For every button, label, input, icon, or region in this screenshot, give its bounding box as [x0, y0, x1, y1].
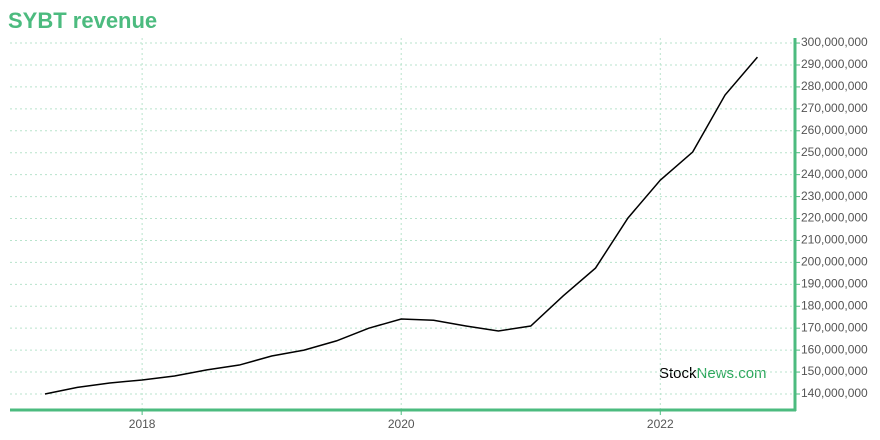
- y-tick-label: 270,000,000: [801, 101, 868, 115]
- y-tick-label: 290,000,000: [801, 57, 868, 71]
- y-tick-label: 280,000,000: [801, 79, 868, 93]
- y-tick-label: 260,000,000: [801, 123, 868, 137]
- y-tick-label: 240,000,000: [801, 167, 868, 181]
- y-tick-label: 210,000,000: [801, 233, 868, 247]
- y-tick-label: 220,000,000: [801, 211, 868, 225]
- y-tick-label: 160,000,000: [801, 342, 868, 356]
- y-tick-label: 300,000,000: [801, 35, 868, 49]
- y-tick-label: 190,000,000: [801, 276, 868, 290]
- y-tick-label: 200,000,000: [801, 255, 868, 269]
- y-tick-label: 230,000,000: [801, 189, 868, 203]
- y-tick-label: 180,000,000: [801, 298, 868, 312]
- watermark-part: Stock: [659, 365, 697, 382]
- y-tick-label: 170,000,000: [801, 320, 868, 334]
- x-tick-label: 2022: [647, 417, 674, 431]
- x-tick-label: 2018: [129, 417, 156, 431]
- chart-title: SYBT revenue: [8, 8, 157, 33]
- watermark-part: News.com: [697, 365, 767, 382]
- y-tick-label: 140,000,000: [801, 386, 868, 400]
- y-tick-label: 150,000,000: [801, 364, 868, 378]
- watermark: StockNews.com: [659, 365, 767, 382]
- y-tick-label: 250,000,000: [801, 145, 868, 159]
- x-tick-label: 2020: [388, 417, 415, 431]
- line: [44, 56, 759, 395]
